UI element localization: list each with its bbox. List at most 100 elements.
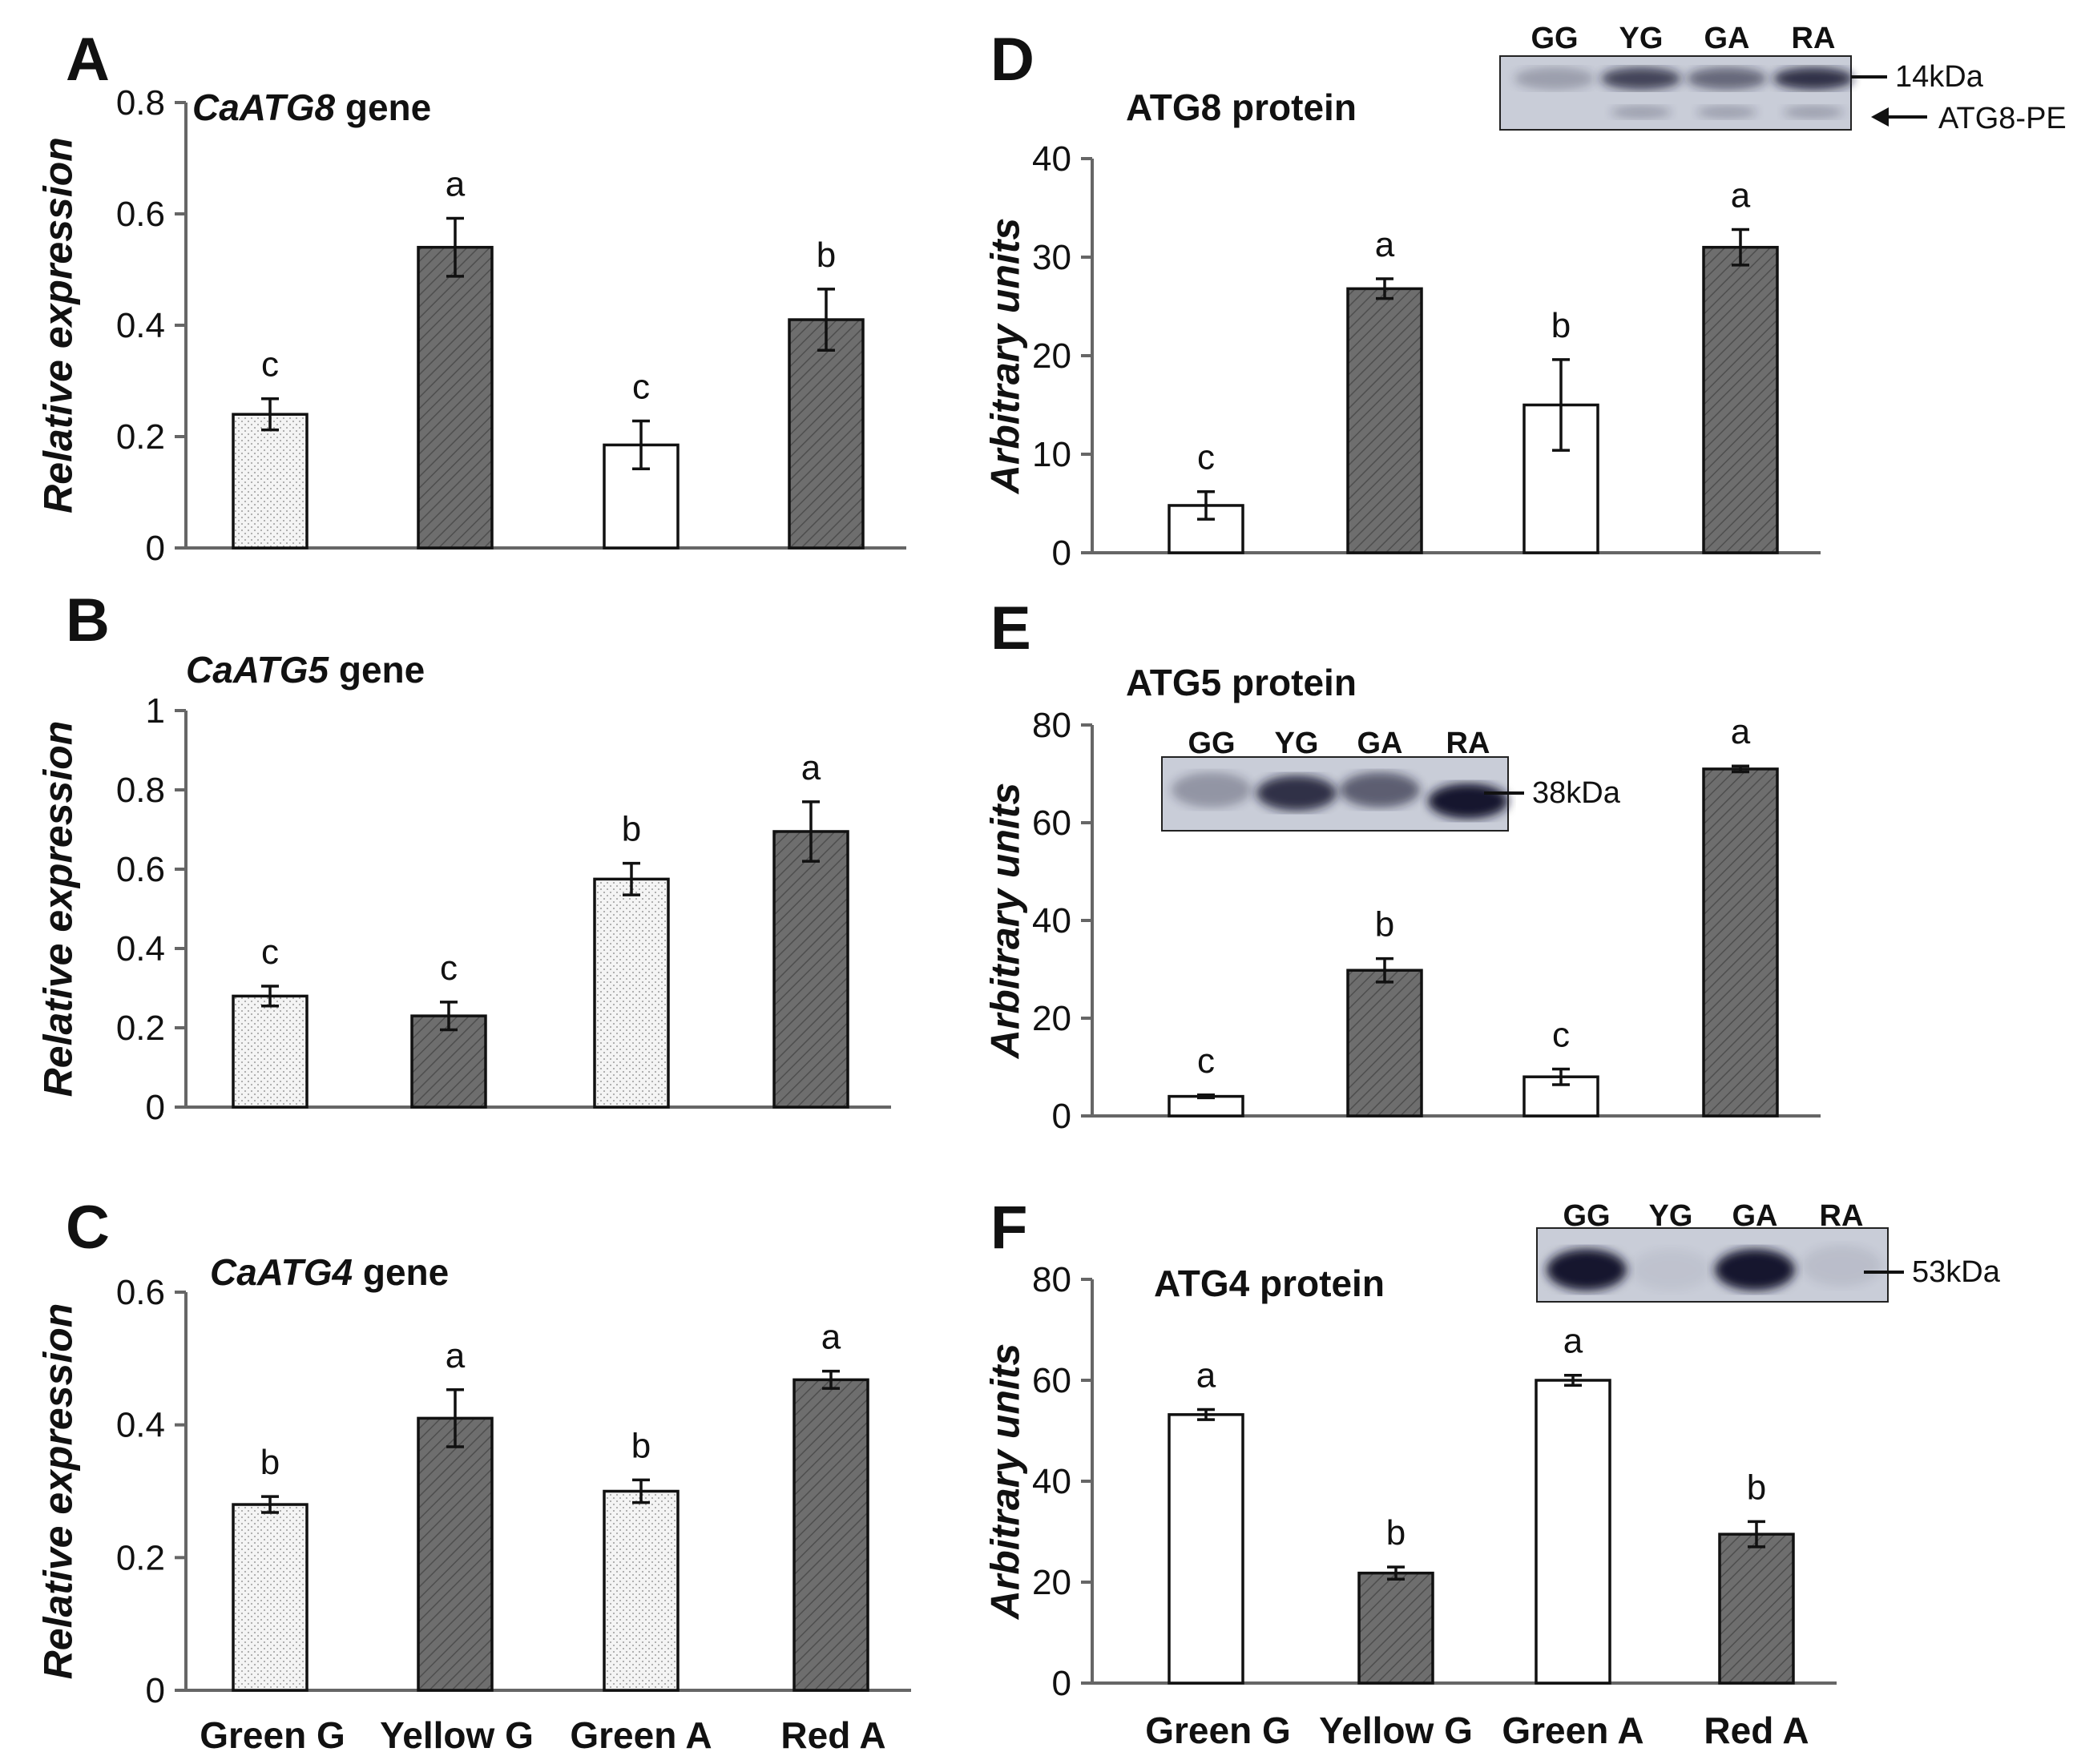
bar-C-3 (603, 1489, 680, 1692)
y-tick-label-E: 20 (1032, 999, 1071, 1038)
bar-F-1 (1168, 1413, 1244, 1685)
chart-title-gene-B: CaATG5 (186, 649, 329, 691)
y-tick-label-D: 30 (1032, 238, 1071, 277)
blot-band-F-2 (1631, 1249, 1711, 1291)
y-tick-label-F: 80 (1032, 1260, 1071, 1299)
significance-letter-A-4: b (817, 236, 836, 275)
bar-B-3 (593, 877, 670, 1109)
blot-band-E-2 (1256, 775, 1337, 811)
y-tick-label-F: 0 (1052, 1664, 1071, 1703)
chart-title-suffix-A: gene (335, 87, 431, 128)
blot-lane-label-F: YG (1649, 1199, 1693, 1233)
chart-title-suffix-D: ATG8 protein (1126, 87, 1357, 128)
significance-letter-E-3: c (1552, 1015, 1570, 1054)
y-tick-label-F: 60 (1032, 1361, 1071, 1400)
bar-A-4 (788, 318, 865, 550)
x-category-label: Green A (570, 1714, 712, 1756)
y-tick-label-B: 0 (146, 1088, 165, 1127)
blot-band-D-2 (1601, 67, 1681, 90)
chart-panel-A: CaATG8 gene 0 0.2 0.4 0.6 0.8 Relative express… (36, 83, 906, 568)
bar-F-2 (1357, 1571, 1434, 1685)
significance-letter-C-3: b (631, 1426, 651, 1465)
significance-letter-A-2: a (446, 165, 466, 204)
significance-letter-A-1: c (261, 345, 279, 385)
significance-letter-F-1: a (1196, 1356, 1216, 1395)
bar-D-2 (1346, 287, 1423, 554)
y-axis-label-A: Relative expression (36, 137, 81, 513)
x-category-label: Yellow G (1319, 1710, 1473, 1751)
y-tick-label-D: 20 (1032, 336, 1071, 376)
significance-letter-C-2: a (446, 1336, 466, 1375)
significance-letter-D-1: c (1197, 438, 1215, 477)
panel-letter-D: D (990, 26, 1034, 94)
x-category-labels-left: Green G Yellow G Green A Red A (200, 1714, 885, 1756)
y-tick-label-A: 0.4 (116, 306, 165, 345)
y-tick-label-B: 1 (146, 691, 165, 731)
y-tick-label-A: 0.8 (116, 83, 165, 123)
y-tick-label-E: 0 (1052, 1097, 1071, 1136)
chart-title-F: ATG4 protein (1154, 1263, 1385, 1304)
bar-A-3 (603, 443, 680, 550)
western-blot-E: GG YG GA RA 38kDa (1161, 727, 1621, 832)
y-axis-label-E: Arbitrary units (983, 783, 1028, 1061)
significance-letter-E-2: b (1375, 905, 1394, 944)
blot-band-F-3 (1715, 1249, 1795, 1291)
y-tick-label-D: 40 (1032, 139, 1071, 179)
bar-B-4 (772, 830, 849, 1109)
x-category-label: Green G (200, 1714, 345, 1756)
y-tick-label-C: 0 (146, 1671, 165, 1710)
significance-letter-F-4: b (1747, 1468, 1766, 1507)
bar-D-4 (1702, 245, 1779, 554)
panel-letter-E: E (990, 594, 1031, 663)
x-category-label: Yellow G (380, 1714, 534, 1756)
blot-arrowhead-D (1871, 107, 1889, 127)
y-tick-label-F: 20 (1032, 1563, 1071, 1602)
blot-lane-label-D: GG (1531, 22, 1578, 55)
chart-title-A: CaATG8 gene (192, 87, 431, 128)
y-tick-label-A: 0.6 (116, 195, 165, 234)
chart-panel-C: CaATG4 gene 0 0.2 0.4 0.6 Relative expression… (36, 1251, 911, 1710)
chart-panel-B: CaATG5 gene 0 0.2 0.4 0.6 0.8 1 Relative expres… (36, 649, 891, 1127)
y-tick-label-D: 10 (1032, 435, 1071, 474)
blot-band-D-4 (1773, 67, 1853, 90)
blot-lane-label-F: RA (1820, 1199, 1864, 1233)
blot-marker-label-F: 53kDa (1912, 1255, 2001, 1289)
chart-title-C: CaATG4 gene (210, 1251, 449, 1293)
significance-letter-A-3: c (632, 368, 650, 407)
chart-title-suffix-C: gene (353, 1251, 449, 1293)
bar-B-1 (232, 994, 309, 1109)
bar-E-1 (1168, 1094, 1244, 1118)
x-category-label: Red A (1704, 1710, 1809, 1751)
chart-title-suffix-F: ATG4 protein (1154, 1263, 1385, 1304)
significance-letter-D-2: a (1375, 225, 1395, 264)
panel-letter-C: C (66, 1194, 110, 1262)
x-category-label: Green A (1502, 1710, 1643, 1751)
chart-title-suffix-B: gene (329, 649, 425, 691)
chart-title-E: ATG5 protein (1126, 662, 1357, 703)
y-axis-label-B: Relative expression (36, 721, 81, 1097)
y-tick-label-E: 40 (1032, 901, 1071, 940)
significance-letter-E-1: c (1197, 1041, 1215, 1081)
bar-F-3 (1535, 1379, 1611, 1685)
blot-lane-label-D: RA (1792, 22, 1836, 55)
blot-band-F-1 (1547, 1249, 1627, 1291)
blot-band-lower-D-3 (1696, 106, 1757, 119)
bar-E-4 (1702, 767, 1779, 1118)
blot-lane-label-E: GG (1188, 727, 1235, 760)
chart-title-gene-C: CaATG4 (210, 1251, 353, 1293)
y-tick-label-C: 0.2 (116, 1538, 165, 1577)
y-tick-label-B: 0.8 (116, 771, 165, 810)
blot-lane-label-D: GA (1704, 22, 1750, 55)
y-tick-label-E: 80 (1032, 706, 1071, 745)
x-category-labels-right: Green G Yellow G Green A Red A (1145, 1710, 1809, 1751)
panel-letter-B: B (66, 586, 110, 654)
y-tick-label-B: 0.6 (116, 850, 165, 889)
chart-title-D: ATG8 protein (1126, 87, 1357, 128)
significance-letter-C-4: a (821, 1318, 841, 1357)
significance-letter-C-1: b (260, 1443, 280, 1482)
blot-marker-label-E: 38kDa (1532, 776, 1621, 810)
significance-letter-D-3: b (1551, 306, 1571, 345)
blot-lane-label-E: RA (1446, 727, 1490, 760)
blot-band-E-4 (1428, 783, 1508, 819)
